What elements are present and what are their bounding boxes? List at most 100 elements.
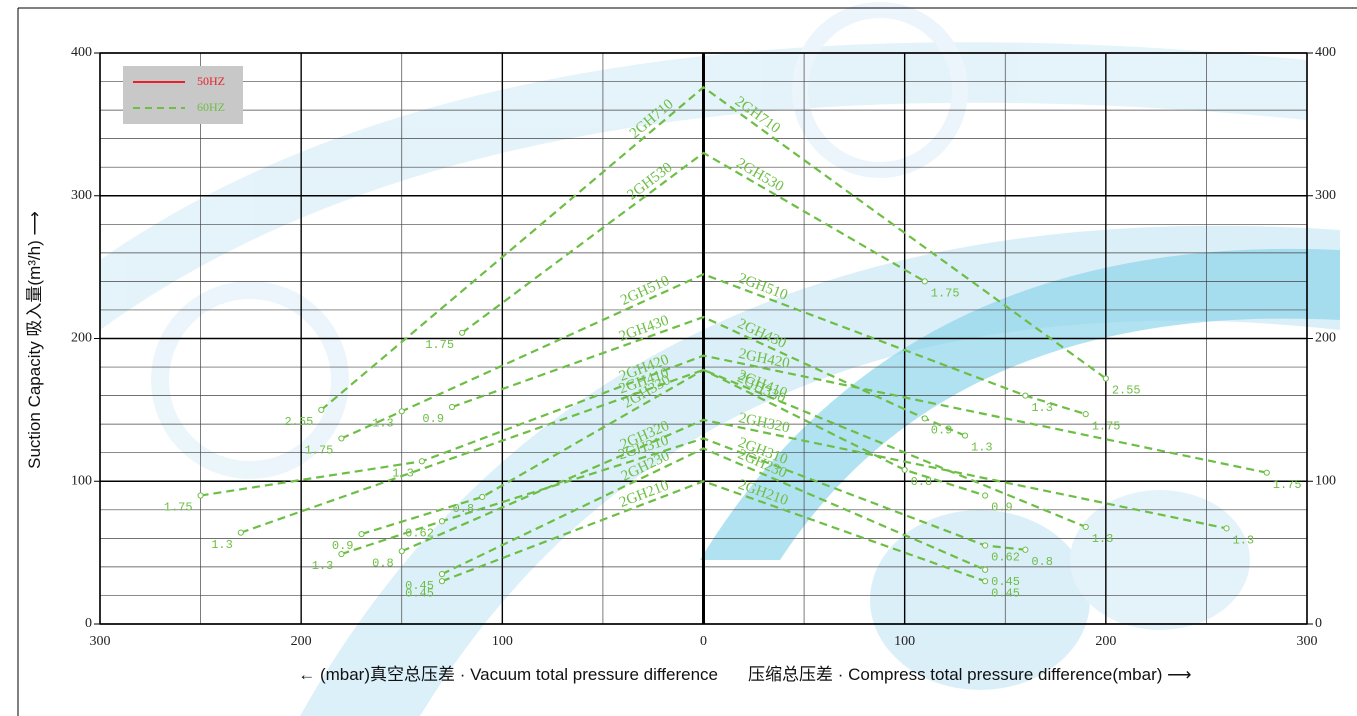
series-line bbox=[341, 437, 1026, 556]
series-line bbox=[441, 480, 986, 583]
series-name: 2GH510 bbox=[736, 270, 790, 303]
point-marker bbox=[459, 329, 466, 336]
power-label: 0.9 bbox=[422, 412, 444, 426]
series-name: 2GH530 bbox=[625, 160, 676, 204]
background-decor bbox=[100, 2, 1340, 716]
power-label: 1.3 bbox=[971, 441, 993, 455]
y-tick-label: 300 bbox=[71, 188, 92, 203]
series-line bbox=[441, 447, 986, 576]
point-marker bbox=[418, 458, 425, 465]
x-tick-label: 100 bbox=[894, 634, 915, 649]
y-tick-label: 0 bbox=[85, 616, 92, 631]
point-marker bbox=[338, 435, 345, 442]
series-line bbox=[361, 368, 986, 536]
point-marker bbox=[398, 408, 405, 415]
legend-label: 50HZ bbox=[197, 74, 225, 88]
power-label: 1.3 bbox=[372, 416, 394, 430]
y-axis-title: Suction Capacity 吸入量(m³/h) ⟶ bbox=[25, 211, 44, 469]
point-marker bbox=[982, 542, 989, 549]
legend-label: 60HZ bbox=[197, 100, 225, 114]
power-label: 0.8 bbox=[372, 556, 394, 570]
power-label: 0.8 bbox=[1031, 555, 1053, 569]
power-label: 0.8 bbox=[911, 475, 933, 489]
point-marker bbox=[982, 492, 989, 499]
power-label: 1.75 bbox=[164, 501, 193, 515]
power-label: 0.45 bbox=[991, 575, 1020, 589]
y-tick-label: 200 bbox=[71, 331, 92, 346]
power-label: 0.62 bbox=[405, 526, 434, 540]
point-marker bbox=[438, 570, 446, 578]
series-line bbox=[240, 368, 1087, 534]
point-marker bbox=[1082, 411, 1089, 418]
power-label: 1.75 bbox=[425, 338, 454, 352]
legend-box bbox=[123, 66, 243, 124]
power-label: 1.75 bbox=[1273, 478, 1302, 492]
point-marker bbox=[982, 566, 989, 573]
point-marker bbox=[961, 432, 969, 439]
y2-tick-label: 100 bbox=[1315, 473, 1336, 488]
point-marker bbox=[338, 550, 345, 558]
point-marker bbox=[1022, 392, 1029, 399]
plot-border bbox=[99, 52, 1308, 625]
power-label: 1.3 bbox=[1092, 532, 1114, 546]
x-tick-label: 0 bbox=[700, 634, 707, 649]
power-label: 0.45 bbox=[405, 586, 434, 600]
series-line bbox=[401, 418, 1227, 553]
x-axis-title: 压缩总压差 · Compress total pressure differen… bbox=[748, 665, 1192, 684]
y-tick-label: 100 bbox=[71, 473, 92, 488]
point-marker bbox=[921, 415, 928, 422]
power-label: 1.75 bbox=[305, 444, 334, 458]
y2-tick-label: 200 bbox=[1315, 331, 1336, 346]
point-marker bbox=[1102, 375, 1109, 382]
power-label: 0.45 bbox=[405, 579, 434, 593]
power-label: 0.9 bbox=[332, 539, 354, 553]
series-name: 2GH510 bbox=[618, 273, 672, 309]
point-marker bbox=[448, 403, 456, 411]
series-line bbox=[320, 85, 1107, 411]
y2-tick-label: 300 bbox=[1315, 188, 1336, 203]
power-label: 1.75 bbox=[1092, 419, 1121, 433]
point-marker bbox=[197, 492, 204, 499]
power-label: 1.3 bbox=[392, 466, 414, 480]
power-label: 1.75 bbox=[931, 287, 960, 301]
series-line bbox=[340, 273, 1087, 440]
x-tick-label: 200 bbox=[291, 634, 312, 649]
x-tick-label: 200 bbox=[1095, 634, 1116, 649]
point-marker bbox=[438, 578, 446, 585]
point-marker bbox=[1223, 525, 1230, 532]
point-marker bbox=[479, 493, 486, 501]
series-line bbox=[461, 151, 926, 334]
x-tick-label: 100 bbox=[492, 634, 513, 649]
point-marker bbox=[237, 529, 244, 536]
power-label: 0.8 bbox=[453, 502, 475, 516]
x-tick-label: 300 bbox=[1297, 634, 1318, 649]
series-name: 2GH430 bbox=[617, 313, 671, 345]
power-label: 0.45 bbox=[991, 586, 1020, 600]
point-marker bbox=[318, 406, 325, 413]
point-marker bbox=[398, 548, 405, 555]
power-label: 2.55 bbox=[1112, 384, 1141, 398]
power-label: 1.3 bbox=[1031, 401, 1053, 415]
series-line bbox=[451, 315, 966, 437]
y2-tick-label: 400 bbox=[1315, 45, 1336, 60]
y2-tick-label: 0 bbox=[1315, 616, 1322, 631]
power-label: 1.3 bbox=[211, 538, 233, 552]
point-marker bbox=[1022, 546, 1029, 553]
power-label: 1.3 bbox=[312, 559, 334, 573]
legend: 50HZ 60HZ bbox=[123, 66, 243, 124]
point-marker bbox=[438, 518, 446, 525]
y-tick-label: 400 bbox=[71, 45, 92, 60]
point-marker bbox=[982, 578, 989, 585]
point-marker bbox=[358, 530, 365, 538]
point-marker bbox=[921, 278, 928, 285]
point-marker bbox=[1082, 523, 1089, 531]
power-label: 0.9 bbox=[991, 501, 1013, 515]
power-label: 0.62 bbox=[991, 551, 1020, 565]
power-label: 1.3 bbox=[1233, 534, 1255, 548]
x-tick-label: 300 bbox=[90, 634, 111, 649]
x-axis-title: ← (mbar)真空总压差 · Vacuum total pressure di… bbox=[298, 665, 718, 684]
series-line bbox=[200, 354, 1267, 497]
point-marker bbox=[1263, 469, 1270, 476]
power-label: 2.55 bbox=[284, 415, 313, 429]
